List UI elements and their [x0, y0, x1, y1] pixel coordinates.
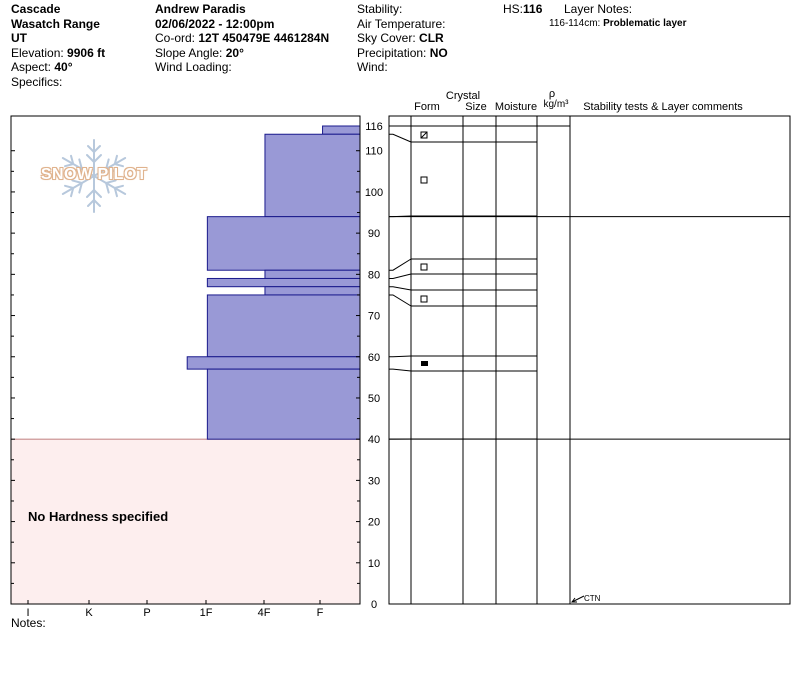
hardness-tick-label: 4F — [258, 607, 271, 619]
snowpilot-logo: SNOW PILOT — [30, 136, 158, 216]
sky-label: Sky Cover: — [357, 31, 416, 45]
form-header: Form — [414, 101, 440, 113]
aspect: Aspect: 40° — [11, 60, 73, 75]
sky-value: CLR — [419, 31, 444, 45]
notes-label: Notes: — [11, 616, 46, 630]
snow-height: HS:116 — [503, 2, 542, 17]
layer-connector — [389, 355, 412, 358]
specifics-label: Specifics: — [11, 75, 63, 89]
test-arrowhead — [571, 597, 577, 603]
height-tick-label: 110 — [365, 146, 383, 158]
layer-note-text: Problematic layer — [603, 18, 687, 29]
slope-value: 20° — [225, 46, 244, 60]
no-hardness-region — [10, 438, 361, 605]
faceted-symbol — [420, 176, 428, 184]
faceted-symbol — [420, 131, 428, 139]
rho-header: ρ — [549, 88, 555, 100]
range-name: Wasatch Range — [11, 17, 100, 31]
hs-label: HS: — [503, 2, 524, 16]
state-name: UT — [11, 31, 27, 45]
slope-label: Slope Angle: — [155, 46, 223, 60]
observation-datetime: 02/06/2022 - 12:00pm — [155, 17, 275, 31]
snowflake-icon — [58, 139, 130, 213]
hardness-bar — [206, 277, 361, 288]
layer-note: 116-114cm: Problematic layer — [549, 17, 686, 32]
hardness-tick-label: F — [317, 607, 324, 619]
layer-connector — [389, 368, 412, 372]
depth-hoar-symbol — [421, 361, 428, 366]
layer-connector — [389, 133, 412, 143]
observer-name: Andrew Paradis — [155, 2, 246, 16]
area-name: Cascade — [11, 2, 61, 16]
aspect-label: Aspect: — [11, 60, 52, 74]
hardness-bar — [206, 294, 361, 358]
elevation: Elevation: 9906 ft — [11, 46, 105, 61]
hardness-bar — [186, 356, 361, 370]
slope-angle: Slope Angle: 20° — [155, 46, 244, 61]
crystal-header: Crystal — [446, 90, 480, 102]
height-tick-label: 116 — [365, 121, 383, 133]
size-header: Size — [465, 101, 486, 113]
hardness-tick-label: 1F — [200, 607, 213, 619]
hardness-bar — [264, 269, 361, 279]
hs-value: 116 — [523, 2, 543, 16]
elevation-value: 9906 ft — [67, 46, 106, 60]
hardness-tick-label: K — [85, 607, 93, 619]
hardness-tick-label: P — [143, 607, 150, 619]
density-unit-header: kg/m³ — [544, 99, 570, 110]
height-tick-label: 60 — [368, 352, 380, 364]
elevation-label: Elevation: — [11, 46, 64, 60]
precip-value: NO — [429, 46, 448, 60]
height-tick-label: 50 — [368, 393, 380, 405]
coord-label: Co-ord: — [155, 31, 196, 45]
layer-connector — [389, 273, 412, 279]
layer-notes-label: Layer Notes: — [564, 2, 633, 16]
coordinates: Co-ord: 12T 450479E 4461284N — [155, 31, 329, 46]
height-tick-label: 10 — [368, 558, 380, 570]
height-tick-label: 30 — [368, 475, 380, 487]
hardness-bar — [206, 368, 361, 440]
hardness-tick-label: I — [26, 607, 29, 619]
height-tick-label: 70 — [368, 311, 380, 323]
layer-connector — [389, 294, 412, 307]
hardness-bar — [264, 286, 361, 296]
height-tick-label: 40 — [368, 434, 380, 446]
no-hardness-text: No Hardness specified — [28, 509, 169, 524]
precipitation: Precipitation: NO — [357, 46, 448, 61]
moisture-header: Moisture — [495, 101, 537, 113]
comments-header: Stability tests & Layer comments — [583, 101, 743, 113]
logo-text: SNOW PILOT — [40, 166, 148, 183]
test-result-label: CTN — [584, 594, 601, 603]
layer-note-range: 116-114cm: — [549, 18, 601, 29]
air-temperature-label: Air Temperature: — [357, 17, 446, 31]
precip-label: Precipitation: — [357, 46, 427, 60]
height-tick-label: 0 — [371, 599, 377, 611]
wind-loading-label: Wind Loading: — [155, 60, 232, 74]
height-tick-label: 80 — [368, 269, 380, 281]
wind-label: Wind: — [357, 60, 388, 74]
height-tick-label: 20 — [368, 517, 380, 529]
faceted-rounded-slash — [420, 131, 428, 139]
hardness-bar — [206, 216, 361, 271]
coord-value: 12T 450479E 4461284N — [198, 31, 330, 45]
stability-label: Stability: — [357, 2, 403, 16]
aspect-value: 40° — [54, 60, 73, 74]
hardness-bar — [322, 125, 361, 135]
height-tick-label: 100 — [365, 187, 383, 199]
layer-connector — [389, 286, 412, 291]
sky-cover: Sky Cover: CLR — [357, 31, 444, 46]
hardness-bar — [264, 133, 361, 218]
layer-table-frame — [388, 115, 791, 605]
faceted-symbol — [420, 295, 428, 303]
hardness-panel-frame — [10, 115, 361, 605]
test-arrow — [571, 595, 585, 603]
layer-connector — [389, 258, 412, 271]
faceted-symbol — [420, 263, 428, 271]
height-tick-label: 90 — [368, 228, 380, 240]
